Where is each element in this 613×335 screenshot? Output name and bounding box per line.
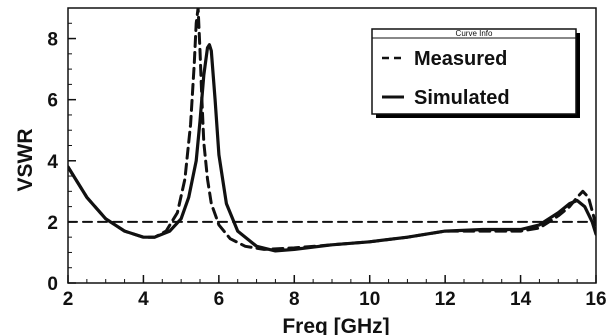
- x-tick-label: 2: [63, 289, 74, 310]
- y-axis-title: VSWR: [14, 129, 37, 192]
- legend-label-simulated: Simulated: [414, 87, 510, 109]
- y-tick-label: 0: [47, 274, 58, 295]
- legend-label-measured: Measured: [414, 48, 507, 70]
- legend-title: Curve Info: [456, 29, 493, 38]
- y-tick-label: 4: [47, 152, 58, 173]
- legend: Curve Info Measured Simulated: [371, 28, 580, 118]
- y-tick-label: 6: [47, 91, 58, 112]
- x-axis-title: Freq [GHz]: [282, 315, 389, 335]
- x-tick-label: 8: [289, 289, 300, 310]
- legend-box: [371, 28, 577, 115]
- x-tick-label: 16: [585, 289, 606, 310]
- x-tick-label: 6: [214, 289, 225, 310]
- x-tick-label: 14: [510, 289, 532, 310]
- series-simulated-line: [68, 43, 596, 253]
- x-tick-label: 4: [138, 289, 149, 310]
- x-tick-label: 10: [359, 289, 380, 310]
- y-tick-label: 2: [47, 213, 58, 234]
- x-tick-label: 12: [435, 289, 456, 310]
- y-tick-label: 8: [47, 30, 58, 51]
- series-layer: [68, 8, 596, 253]
